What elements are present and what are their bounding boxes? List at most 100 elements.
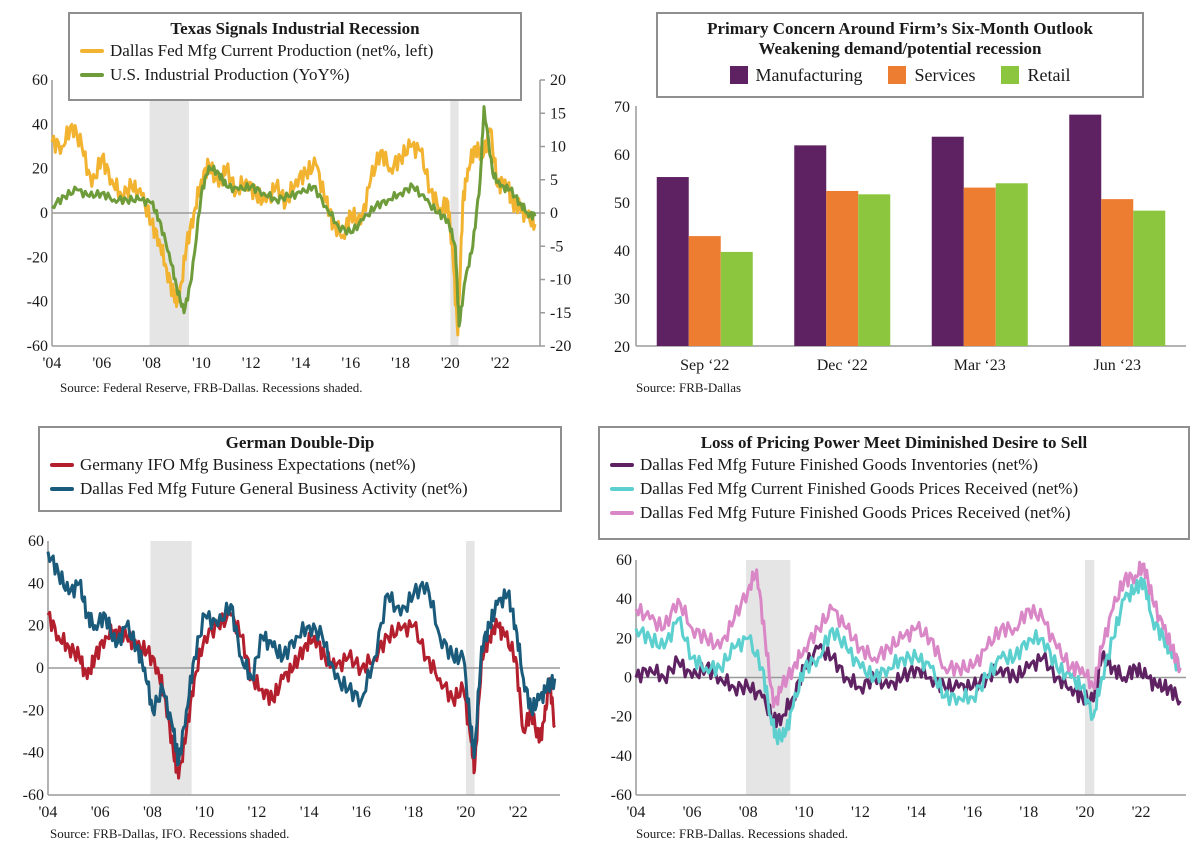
chart2-ytick-label-5: 30	[614, 291, 630, 308]
chart1-ytick-label-7: -60	[27, 338, 48, 355]
chart1-ytick-right-label-3: 10	[550, 139, 566, 156]
chart1-ytick-label-1: 60	[32, 72, 48, 89]
chart2-legend-item-2: Services	[888, 65, 975, 86]
chart4-source: Source: FRB-Dallas. Recessions shaded.	[636, 826, 848, 841]
chart4-title: Loss of Pricing Power Meet Diminished De…	[700, 433, 1088, 452]
chart1-ytick-right-label-7: -10	[550, 272, 571, 289]
chart1-ytick-right-label-5: 0	[550, 205, 558, 222]
chart1-ytick-label-2: 40	[32, 116, 48, 133]
chart3-xtick-label-5: '12	[248, 804, 267, 821]
chart3-ytick-label-4: 0	[36, 660, 44, 677]
chart4-ytick-label-2: 40	[616, 591, 632, 608]
chart3-xtick-label-4: '10	[195, 804, 214, 821]
chart1-xtick-label-10: '22	[491, 355, 510, 372]
chart2-bar-4-3	[1133, 210, 1166, 346]
chart2-legend-item-3: Retail	[1001, 65, 1070, 86]
chart1-xtick-label-4: '10	[192, 355, 211, 372]
chart1-xtick-label-7: '16	[341, 355, 360, 372]
chart4-xtick-label-10: '22	[1132, 804, 1151, 821]
chart1-title: Texas Signals Industrial Recession	[170, 19, 420, 38]
chart2-xtick-label-3: Mar ‘23	[954, 357, 1006, 374]
chart1-xtick-label-8: '18	[391, 355, 410, 372]
chart4-xtick-label-7: '16	[963, 804, 982, 821]
chart3-legend-swatch-1	[50, 463, 74, 467]
chart3-xtick-label-10: '22	[509, 804, 528, 821]
chart3-legend-label-1: Germany IFO Mfg Business Expectations (n…	[80, 455, 416, 474]
chart2-xtick-label-4: Jun ‘23	[1093, 357, 1141, 374]
chart1-ytick-label-6: -40	[27, 294, 48, 311]
chart1-xtick-label-2: '06	[92, 355, 111, 372]
chart2-legend-label-1: Manufacturing	[755, 65, 863, 85]
chart1-legend-swatch-2	[80, 73, 104, 77]
chart1-xtick-label-1: '04	[43, 355, 62, 372]
chart2-bar-4-1	[1069, 114, 1102, 346]
chart3-xtick-label-2: '06	[91, 804, 110, 821]
chart3-legend: German Double-Dip Germany IFO Mfg Busine…	[38, 426, 562, 512]
chart1-series-line-2	[51, 105, 537, 328]
chart3-xtick-label-3: '08	[143, 804, 162, 821]
chart2-bar-1-3	[720, 251, 753, 346]
chart4-xtick-label-5: '12	[851, 804, 870, 821]
chart4-legend-swatch-2	[610, 487, 634, 491]
chart2-bar-3-3	[995, 183, 1028, 346]
chart1-legend-swatch-1	[80, 49, 104, 53]
chart2-bar-1-2	[688, 236, 721, 346]
chart3-ytick-label-1: 60	[28, 533, 44, 550]
chart4-xtick-label-8: '18	[1019, 804, 1038, 821]
chart2-xtick-label-1: Sep ‘22	[680, 357, 729, 374]
chart1-ytick-right-label-8: -15	[550, 305, 571, 322]
chart2-xtick-label-2: Dec ‘22	[817, 357, 868, 374]
chart2-legend-label-3: Retail	[1027, 65, 1071, 85]
chart4-legend: Loss of Pricing Power Meet Diminished De…	[598, 426, 1190, 540]
chart1-xtick-label-3: '08	[142, 355, 161, 372]
chart3-xtick-label-6: '14	[300, 804, 319, 821]
chart3-ytick-label-5: -20	[23, 702, 44, 719]
chart2-legend: Primary Concern Around Firm’s Six-Month …	[656, 12, 1144, 98]
chart4-ytick-label-4: 0	[624, 670, 632, 687]
chart4-series-line-3	[634, 560, 1182, 709]
chart4-xtick-label-3: '08	[739, 804, 758, 821]
chart3-ytick-label-2: 40	[28, 575, 44, 592]
chart1-legend-item-1: Dallas Fed Mfg Current Production (net%,…	[80, 39, 510, 63]
chart3-title: German Double-Dip	[225, 433, 375, 452]
chart4-series-line-1	[634, 643, 1182, 729]
chart1-ytick-right-label-4: 5	[550, 172, 558, 189]
chart3-legend-label-2: Dallas Fed Mfg Future General Business A…	[80, 479, 468, 498]
chart2-ytick-label-3: 50	[614, 195, 630, 212]
chart1-xtick-label-5: '12	[242, 355, 261, 372]
chart2-legend-label-2: Services	[914, 65, 976, 85]
chart4-legend-item-1: Dallas Fed Mfg Future Finished Goods Inv…	[610, 453, 1178, 477]
chart1-legend-label-2: U.S. Industrial Production (YoY%)	[110, 65, 350, 84]
chart2-subtitle: Weakening demand/potential recession	[758, 39, 1042, 58]
chart1-source: Source: Federal Reserve, FRB-Dallas. Rec…	[60, 380, 363, 395]
chart1-legend-item-2: U.S. Industrial Production (YoY%)	[80, 63, 510, 87]
chart4-series-line-2	[634, 576, 1181, 746]
chart2-bar-2-3	[858, 194, 891, 346]
chart4-legend-swatch-1	[610, 463, 634, 467]
chart4-ytick-label-6: -40	[611, 748, 632, 765]
chart2-bar-3-2	[963, 187, 996, 346]
chart4-legend-item-3: Dallas Fed Mfg Future Finished Goods Pri…	[610, 501, 1178, 525]
chart2-bar-1-1	[656, 177, 689, 346]
chart1-ytick-right-label-6: -5	[550, 238, 563, 255]
chart3-xtick-label-1: '04	[39, 804, 58, 821]
chart2-ytick-label-1: 70	[614, 99, 630, 116]
chart3-xtick-label-7: '16	[352, 804, 371, 821]
chart2-legend-swatch-1	[729, 66, 748, 84]
chart1-legend-label-1: Dallas Fed Mfg Current Production (net%,…	[110, 41, 434, 60]
chart1-ytick-right-label-2: 15	[550, 105, 566, 122]
chart1-ytick-right-label-9: -20	[550, 338, 571, 355]
chart2-legend-swatch-2	[888, 66, 907, 84]
chart2-legend-swatch-3	[1001, 66, 1020, 84]
chart3-series-line-2	[46, 551, 557, 767]
chart3-ytick-label-3: 20	[28, 618, 44, 635]
chart2-bar-2-2	[826, 190, 859, 346]
chart2-ytick-label-4: 40	[614, 243, 630, 260]
chart1-ytick-label-5: -20	[27, 249, 48, 266]
chart2-bar-4-2	[1101, 199, 1134, 346]
chart2-ytick-label-6: 20	[614, 339, 630, 356]
chart4-ytick-label-1: 60	[616, 552, 632, 569]
chart3-xtick-label-8: '18	[404, 804, 423, 821]
chart1-xtick-label-6: '14	[292, 355, 311, 372]
